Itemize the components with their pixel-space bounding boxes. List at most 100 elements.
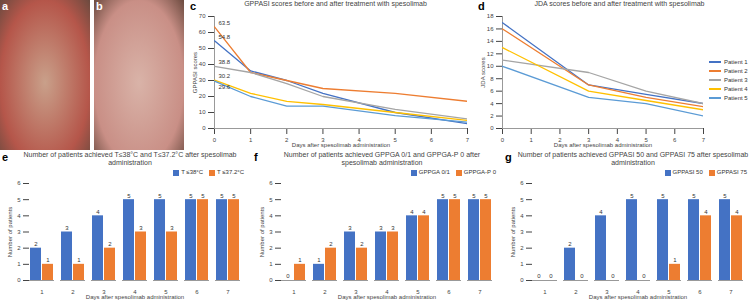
svg-text:5: 5 bbox=[17, 197, 21, 203]
svg-text:1: 1 bbox=[520, 261, 524, 267]
svg-text:0: 0 bbox=[269, 277, 273, 283]
svg-text:3: 3 bbox=[139, 225, 143, 231]
svg-text:18: 18 bbox=[487, 13, 494, 19]
svg-text:Number of patients: Number of patients bbox=[7, 207, 13, 258]
svg-text:5: 5 bbox=[441, 193, 445, 199]
svg-text:2: 2 bbox=[285, 137, 289, 143]
svg-text:Days after spesolimab administ: Days after spesolimab administration bbox=[86, 294, 184, 300]
svg-text:6: 6 bbox=[673, 137, 677, 143]
svg-text:Days after spesolimab administ: Days after spesolimab administration bbox=[554, 142, 652, 148]
svg-text:5: 5 bbox=[630, 193, 634, 199]
svg-text:5: 5 bbox=[394, 137, 398, 143]
svg-text:70: 70 bbox=[199, 13, 206, 19]
svg-text:6: 6 bbox=[269, 180, 273, 186]
svg-text:5: 5 bbox=[201, 193, 205, 199]
svg-text:3: 3 bbox=[520, 229, 524, 235]
svg-text:2: 2 bbox=[360, 241, 364, 247]
svg-text:4: 4 bbox=[520, 213, 524, 219]
svg-text:0: 0 bbox=[501, 137, 505, 143]
svg-text:2: 2 bbox=[17, 245, 21, 251]
svg-text:0: 0 bbox=[202, 125, 206, 131]
svg-text:1: 1 bbox=[46, 257, 50, 263]
svg-text:Days after spesolimab administ: Days after spesolimab administration bbox=[338, 294, 436, 300]
svg-text:5: 5 bbox=[723, 193, 727, 199]
svg-text:1: 1 bbox=[269, 261, 273, 267]
svg-text:3: 3 bbox=[348, 225, 352, 231]
svg-text:20: 20 bbox=[199, 93, 206, 99]
svg-text:0: 0 bbox=[286, 273, 290, 279]
svg-text:5: 5 bbox=[661, 193, 665, 199]
svg-text:2: 2 bbox=[568, 241, 572, 247]
svg-text:3: 3 bbox=[379, 225, 383, 231]
svg-text:14: 14 bbox=[487, 38, 494, 44]
svg-text:GPPASI scores: GPPASI scores bbox=[192, 52, 198, 93]
svg-text:7: 7 bbox=[702, 137, 706, 143]
svg-text:1: 1 bbox=[298, 257, 302, 263]
svg-text:Days after spesolimab administ: Days after spesolimab administration bbox=[589, 294, 687, 300]
svg-text:2: 2 bbox=[520, 245, 524, 251]
svg-text:38.8: 38.8 bbox=[219, 59, 231, 65]
svg-text:6: 6 bbox=[430, 137, 434, 143]
svg-text:1: 1 bbox=[77, 257, 81, 263]
svg-text:5: 5 bbox=[520, 197, 524, 203]
svg-text:2: 2 bbox=[490, 113, 494, 119]
svg-text:0: 0 bbox=[537, 273, 541, 279]
svg-text:1: 1 bbox=[40, 289, 44, 295]
svg-text:6: 6 bbox=[490, 88, 494, 94]
svg-text:3: 3 bbox=[17, 229, 21, 235]
svg-text:0: 0 bbox=[520, 277, 524, 283]
svg-text:3: 3 bbox=[391, 225, 395, 231]
svg-text:5: 5 bbox=[692, 193, 696, 199]
svg-text:7: 7 bbox=[478, 289, 482, 295]
svg-text:4: 4 bbox=[269, 213, 273, 219]
svg-text:63.5: 63.5 bbox=[219, 20, 231, 26]
svg-text:4: 4 bbox=[704, 209, 708, 215]
svg-text:3: 3 bbox=[65, 225, 69, 231]
svg-text:5: 5 bbox=[453, 193, 457, 199]
svg-text:1: 1 bbox=[317, 257, 321, 263]
svg-text:Number of patients: Number of patients bbox=[510, 207, 516, 258]
svg-text:2: 2 bbox=[71, 289, 75, 295]
svg-text:0: 0 bbox=[611, 273, 615, 279]
svg-text:3: 3 bbox=[269, 229, 273, 235]
svg-text:2: 2 bbox=[329, 241, 333, 247]
svg-text:1: 1 bbox=[17, 261, 21, 267]
svg-text:4: 4 bbox=[96, 209, 100, 215]
svg-text:4: 4 bbox=[490, 101, 494, 107]
svg-text:2: 2 bbox=[323, 289, 327, 295]
svg-text:60: 60 bbox=[199, 29, 206, 35]
svg-text:5: 5 bbox=[269, 197, 273, 203]
svg-text:6: 6 bbox=[698, 289, 702, 295]
svg-text:1: 1 bbox=[249, 137, 253, 143]
svg-text:5: 5 bbox=[189, 193, 193, 199]
svg-text:0: 0 bbox=[213, 137, 217, 143]
svg-text:7: 7 bbox=[226, 289, 230, 295]
svg-text:2: 2 bbox=[108, 241, 112, 247]
svg-text:40: 40 bbox=[199, 61, 206, 67]
svg-text:10: 10 bbox=[199, 109, 206, 115]
svg-text:54.8: 54.8 bbox=[219, 34, 231, 40]
svg-text:1: 1 bbox=[292, 289, 296, 295]
svg-text:6: 6 bbox=[17, 180, 21, 186]
svg-text:7: 7 bbox=[466, 137, 470, 143]
svg-text:6: 6 bbox=[195, 289, 199, 295]
svg-text:12: 12 bbox=[487, 51, 494, 57]
svg-text:50: 50 bbox=[199, 45, 206, 51]
svg-text:2: 2 bbox=[574, 289, 578, 295]
svg-text:0: 0 bbox=[642, 273, 646, 279]
svg-text:5: 5 bbox=[484, 193, 488, 199]
svg-text:1: 1 bbox=[673, 257, 677, 263]
svg-text:2: 2 bbox=[269, 245, 273, 251]
svg-text:0: 0 bbox=[549, 273, 553, 279]
svg-text:4: 4 bbox=[735, 209, 739, 215]
svg-text:1: 1 bbox=[543, 289, 547, 295]
svg-text:1: 1 bbox=[530, 137, 534, 143]
svg-text:10: 10 bbox=[487, 63, 494, 69]
svg-text:8: 8 bbox=[490, 76, 494, 82]
svg-text:30.2: 30.2 bbox=[219, 73, 231, 79]
svg-text:5: 5 bbox=[232, 193, 236, 199]
svg-text:16: 16 bbox=[487, 26, 494, 32]
svg-text:2: 2 bbox=[34, 241, 38, 247]
svg-text:5: 5 bbox=[472, 193, 476, 199]
svg-text:0: 0 bbox=[580, 273, 584, 279]
